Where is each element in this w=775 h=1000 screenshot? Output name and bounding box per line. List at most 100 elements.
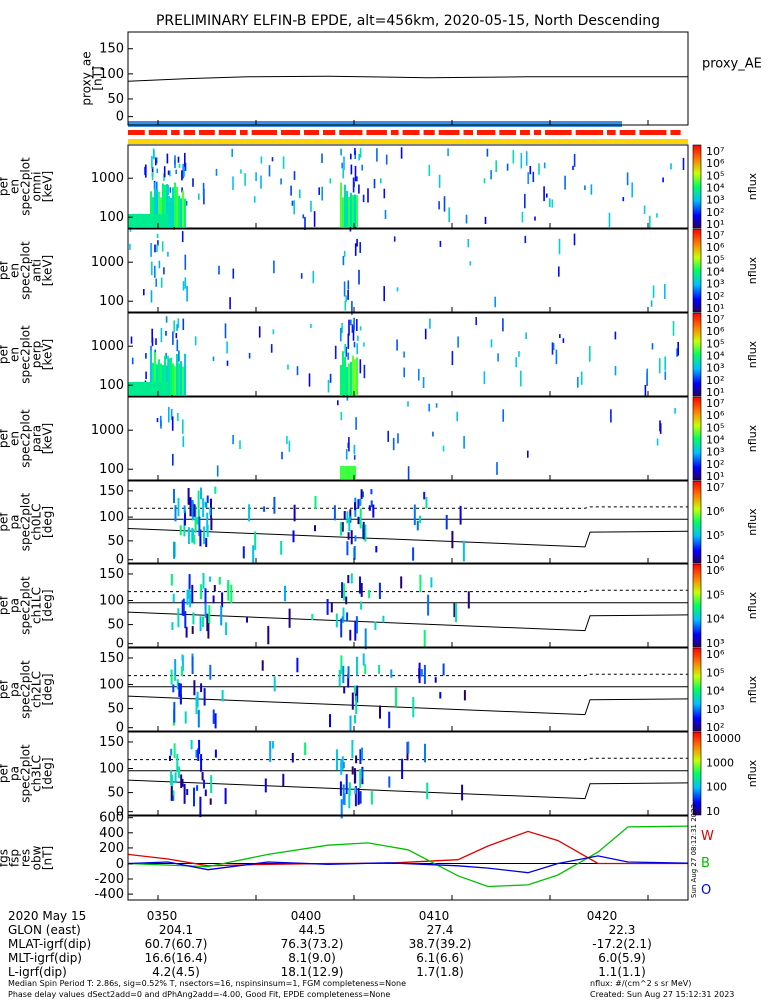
spectrogram-pixel <box>156 168 159 173</box>
pitch-angle-pixel <box>200 487 202 500</box>
pitch-angle-pixel <box>172 790 175 796</box>
spectrogram-pixel <box>155 338 157 345</box>
y-tick-label: 50 <box>107 702 124 717</box>
spectrogram-pixel <box>240 169 242 174</box>
spectrogram-pixel <box>659 358 661 374</box>
pitch-angle-pixel <box>347 666 350 679</box>
pitch-angle-pixel <box>179 694 182 704</box>
anti-loss-cone-curve <box>128 589 688 593</box>
spectrogram-pixel <box>521 211 524 223</box>
spectrogram-pixel <box>151 172 154 181</box>
data-availability-segment <box>339 130 363 135</box>
spectrogram-pixel <box>529 166 532 175</box>
spectrogram-pixel <box>383 286 385 302</box>
spectrogram-pixel <box>346 190 348 227</box>
spectrogram-pixel <box>626 172 629 186</box>
y-tick-label: 0 <box>116 721 124 736</box>
spectrogram-pixel <box>524 193 526 209</box>
y-label-line: [keV] <box>41 171 55 202</box>
y-label-line: fgs <box>0 849 11 867</box>
pitch-angle-pixel <box>214 749 217 758</box>
time-axis-value: 44.5 <box>299 923 326 937</box>
pitch-angle-pixel <box>341 582 344 598</box>
spectrogram-pixel <box>347 333 350 349</box>
pitch-angle-pixel <box>210 517 213 531</box>
spectrogram-pixel <box>354 243 357 256</box>
spectrogram-pixel <box>158 359 160 395</box>
spectrogram-pixel <box>172 363 174 395</box>
loss-cone-curve <box>127 695 689 716</box>
pitch-angle-pixel <box>424 743 426 763</box>
spectrogram-pixel <box>350 319 352 326</box>
spectrogram-pixel <box>176 324 178 331</box>
pitch-angle-pixel <box>330 602 333 613</box>
y-tick-label: 0 <box>116 637 124 652</box>
y-tick-label: 150 <box>99 735 124 750</box>
proxy-ae-line <box>127 75 688 82</box>
pitch-angle-pixel <box>425 497 428 509</box>
data-availability-segment <box>619 130 636 135</box>
y-tick-label: 100 <box>99 510 124 525</box>
pitch-angle-pixel <box>174 659 177 675</box>
pitch-angle-pixel <box>184 611 187 629</box>
colorbar-tick: 10⁵ <box>706 169 724 182</box>
spectrogram-pixel <box>555 349 558 365</box>
pitch-angle-pixel <box>191 626 194 634</box>
pitch-angle-pixel <box>173 541 176 559</box>
spectrogram-pixel <box>167 170 170 175</box>
colorbar-tick: 10⁷ <box>706 145 724 158</box>
y-label-line: [deg] <box>41 590 55 622</box>
spectrogram-pixel <box>174 182 176 227</box>
pitch-angle-pixel <box>442 663 445 676</box>
spectrogram-pixel <box>226 341 228 354</box>
spectrogram-pixel <box>286 436 288 445</box>
colorbar-tick: 10 <box>706 805 720 818</box>
pitch-angle-pixel <box>336 749 338 771</box>
pitch-angle-pixel <box>184 511 186 526</box>
data-availability-segment <box>171 130 180 135</box>
spectrogram-pixel <box>659 420 661 432</box>
pitch-angle-pixel <box>178 682 181 697</box>
pitch-angle-pixel <box>212 709 215 724</box>
time-axis-row-name: MLT-igrf(dip) <box>8 951 82 965</box>
pitch-angle-pixel <box>178 766 180 779</box>
spectrogram-pixel <box>154 182 156 189</box>
spectrogram-pixel <box>558 266 560 277</box>
spectrogram-pixel <box>270 344 273 353</box>
colorbar <box>692 312 702 397</box>
colorbar-tick: 10⁷ <box>706 397 724 410</box>
panel-anti: elbpefenspec2plotanti[keV]100010010⁷10⁶1… <box>0 228 759 315</box>
spectrogram-pixel <box>308 373 311 387</box>
y-tick-label: 100 <box>99 210 124 225</box>
colorbar-label: nflux <box>746 172 759 200</box>
spectrogram-pixel <box>340 412 343 421</box>
spectrogram-pixel <box>177 318 180 328</box>
spectrogram-pixel <box>354 194 356 227</box>
pitch-angle-pixel <box>246 617 248 623</box>
pitch-angle-pixel <box>191 500 194 517</box>
spectrogram-pixel <box>340 365 342 395</box>
spectrogram-pixel <box>525 332 527 339</box>
pitch-angle-pixel <box>212 595 215 604</box>
spectrogram-pixel <box>168 196 170 227</box>
y-label-line: pa <box>8 515 22 530</box>
pitch-angle-pixel <box>342 607 345 621</box>
y-label-line: en <box>8 263 22 278</box>
time-axis-value: 22.3 <box>609 923 636 937</box>
pitch-angle-pixel <box>388 711 391 729</box>
pitch-angle-pixel <box>273 496 276 514</box>
spectrogram-pixel <box>348 319 350 336</box>
spectrogram-pixel <box>175 169 177 174</box>
spectrogram-pixel <box>573 233 576 246</box>
y-tick-label: 100 <box>99 462 124 477</box>
spectrogram-pixel <box>351 301 353 315</box>
pitch-angle-pixel <box>181 655 184 671</box>
spectrogram-pixel <box>175 333 178 339</box>
spectrogram-pixel <box>253 196 256 203</box>
spectrogram-pixel <box>151 156 153 169</box>
spectrogram-pixel <box>672 320 675 336</box>
pitch-angle-pixel <box>201 772 204 781</box>
y-tick-label: 150 <box>99 42 124 57</box>
y-axis-label: elbpefenspec2plotperp[keV] <box>0 325 55 384</box>
panel-frame <box>127 396 689 481</box>
